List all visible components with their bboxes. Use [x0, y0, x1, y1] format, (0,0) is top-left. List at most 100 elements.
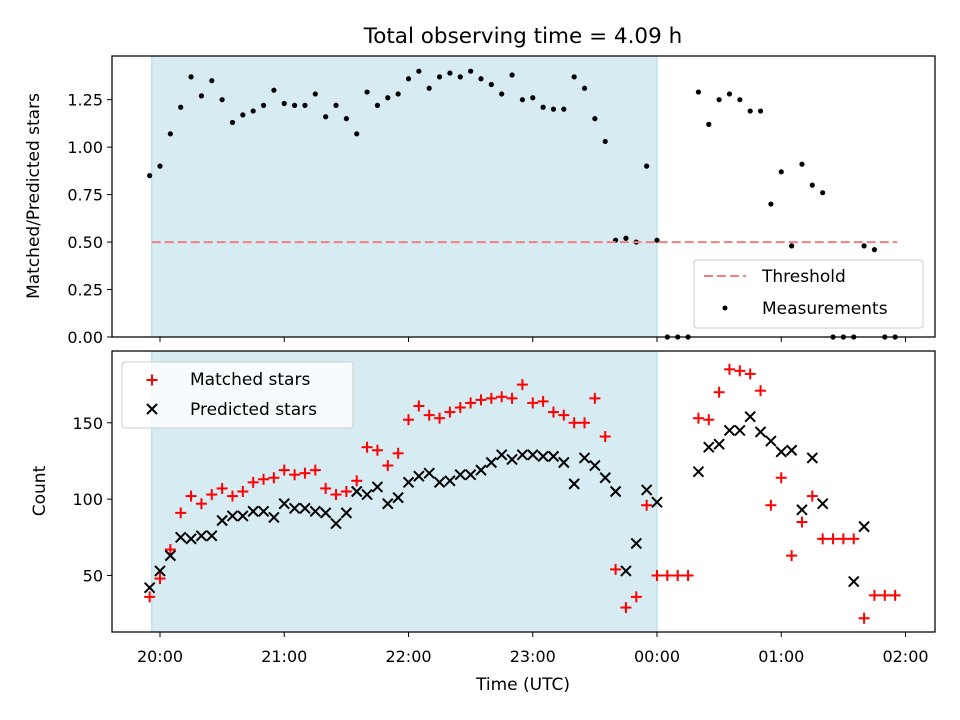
- legend-predicted-swatch: [146, 403, 158, 415]
- predicted-star-point: [309, 505, 322, 518]
- bottom-y-axis-label: Count: [30, 465, 50, 516]
- matched-star-point: [558, 409, 570, 421]
- matched-star-point: [423, 409, 435, 421]
- measurement-point: [768, 201, 774, 207]
- matched-star-point: [661, 569, 673, 581]
- predicted-star-point: [785, 444, 798, 456]
- matched-star-point: [164, 544, 176, 556]
- measurement-point: [644, 163, 650, 169]
- matched-star-point: [723, 363, 735, 375]
- matched-star-point: [485, 392, 497, 404]
- matched-star-point: [175, 507, 187, 519]
- measurement-point: [695, 89, 702, 95]
- matched-star-point: [755, 385, 767, 397]
- measurement-point: [457, 74, 463, 80]
- predicted-star-point-b: [464, 468, 477, 481]
- predicted-star-point-b: [195, 530, 208, 542]
- bottom-y-tick-label: 100: [72, 490, 103, 509]
- matched-star-point: [682, 569, 694, 581]
- legend-predicted-label: Predicted stars: [190, 400, 317, 420]
- matched-star-point: [299, 467, 311, 479]
- matched-star-point: [382, 460, 394, 472]
- matched-star-point: [320, 482, 332, 494]
- matched-star-point: [651, 569, 663, 581]
- measurement-point: [157, 163, 163, 169]
- predicted-star-point-b: [257, 505, 270, 518]
- matched-star-point: [185, 490, 197, 502]
- predicted-star-point-b: [288, 502, 301, 515]
- predicted-star-point: [848, 575, 860, 588]
- bottom-y-tick-label: 150: [72, 414, 103, 433]
- measurement-point: [778, 169, 784, 175]
- predicted-star-point-b: [609, 485, 622, 498]
- x-tick-label: 21:00: [261, 647, 307, 666]
- measurement-point: [789, 243, 795, 249]
- predicted-star-point-b: [237, 510, 249, 522]
- legend-x-marker: [146, 403, 158, 415]
- matched-star-point: [630, 591, 642, 603]
- measurement-point: [623, 235, 629, 241]
- measurement-point: [550, 106, 557, 112]
- matched-star-point: [226, 490, 238, 502]
- predicted-star-point-b: [630, 537, 642, 550]
- measurement-point: [167, 131, 173, 137]
- predicted-star-point-b: [423, 467, 435, 479]
- predicted-star-point: [506, 453, 518, 466]
- predicted-star-point: [206, 530, 218, 542]
- top-y-tick-label: 1.00: [67, 138, 103, 157]
- matched-star-point: [610, 563, 622, 575]
- predicted-star-point-b: [692, 465, 705, 478]
- predicted-star-point: [692, 465, 705, 478]
- matched-star-point: [392, 447, 404, 459]
- predicted-star-point: [527, 449, 539, 461]
- measurement-point: [468, 68, 474, 74]
- matched-star-point: [216, 482, 228, 494]
- matched-star-point: [537, 395, 549, 407]
- predicted-star-point-b: [796, 504, 808, 516]
- predicted-star-point: [288, 502, 301, 515]
- bottom-legend-box: [121, 361, 354, 429]
- predicted-star-point: [640, 484, 653, 496]
- predicted-star-point-b: [765, 435, 777, 447]
- matched-star-point: [868, 589, 880, 601]
- predicted-star-point-b: [185, 533, 197, 545]
- predicted-star-point-b: [485, 456, 498, 469]
- bottom-axes-frame: [111, 350, 936, 633]
- predicted-star-point-b: [651, 496, 663, 508]
- matched-star-point: [371, 444, 383, 456]
- matched-star-point: [516, 379, 528, 391]
- top-y-tick-label: 0.50: [67, 233, 103, 252]
- x-tick-label: 02:00: [882, 647, 928, 666]
- predicted-star-point: [609, 485, 622, 498]
- measurement-point: [302, 102, 308, 108]
- matched-star-point: [817, 533, 829, 545]
- measurement-point: [519, 97, 525, 103]
- predicted-star-point-b: [475, 464, 487, 476]
- measurement-point: [737, 97, 743, 103]
- matched-star-point: [858, 612, 870, 624]
- matched-star-point: [351, 475, 363, 487]
- predicted-star-point: [734, 424, 746, 437]
- predicted-star-point-b: [444, 475, 456, 487]
- predicted-star-point-b: [433, 476, 446, 489]
- matched-star-point: [806, 490, 818, 502]
- matched-star-point: [744, 368, 756, 380]
- predicted-star-point-b: [392, 491, 404, 504]
- predicted-star-point: [547, 450, 560, 463]
- predicted-star-point: [143, 582, 156, 594]
- measurement-point: [478, 76, 484, 82]
- bottom-panel: 50 100 150 20:00 21:00 22:00 23:00 00:00 01:00 0…: [30, 350, 936, 695]
- predicted-star-point: [444, 475, 456, 487]
- predicted-star-point-b: [703, 441, 715, 453]
- matched-star-point: [527, 397, 539, 409]
- top-x-ticks: [159, 337, 906, 342]
- matched-star-point: [589, 392, 601, 404]
- measurement-point: [188, 74, 194, 80]
- matched-star-point: [247, 476, 259, 488]
- predicted-star-point: [382, 498, 394, 510]
- top-panel: 0.00 0.25 0.50 0.75 1.00 1.25 Total observing…: [24, 24, 936, 347]
- matched-star-point: [496, 391, 508, 403]
- predicted-star-point: [216, 514, 228, 527]
- predicted-star-point-b: [578, 452, 591, 464]
- predicted-star-point: [237, 510, 249, 522]
